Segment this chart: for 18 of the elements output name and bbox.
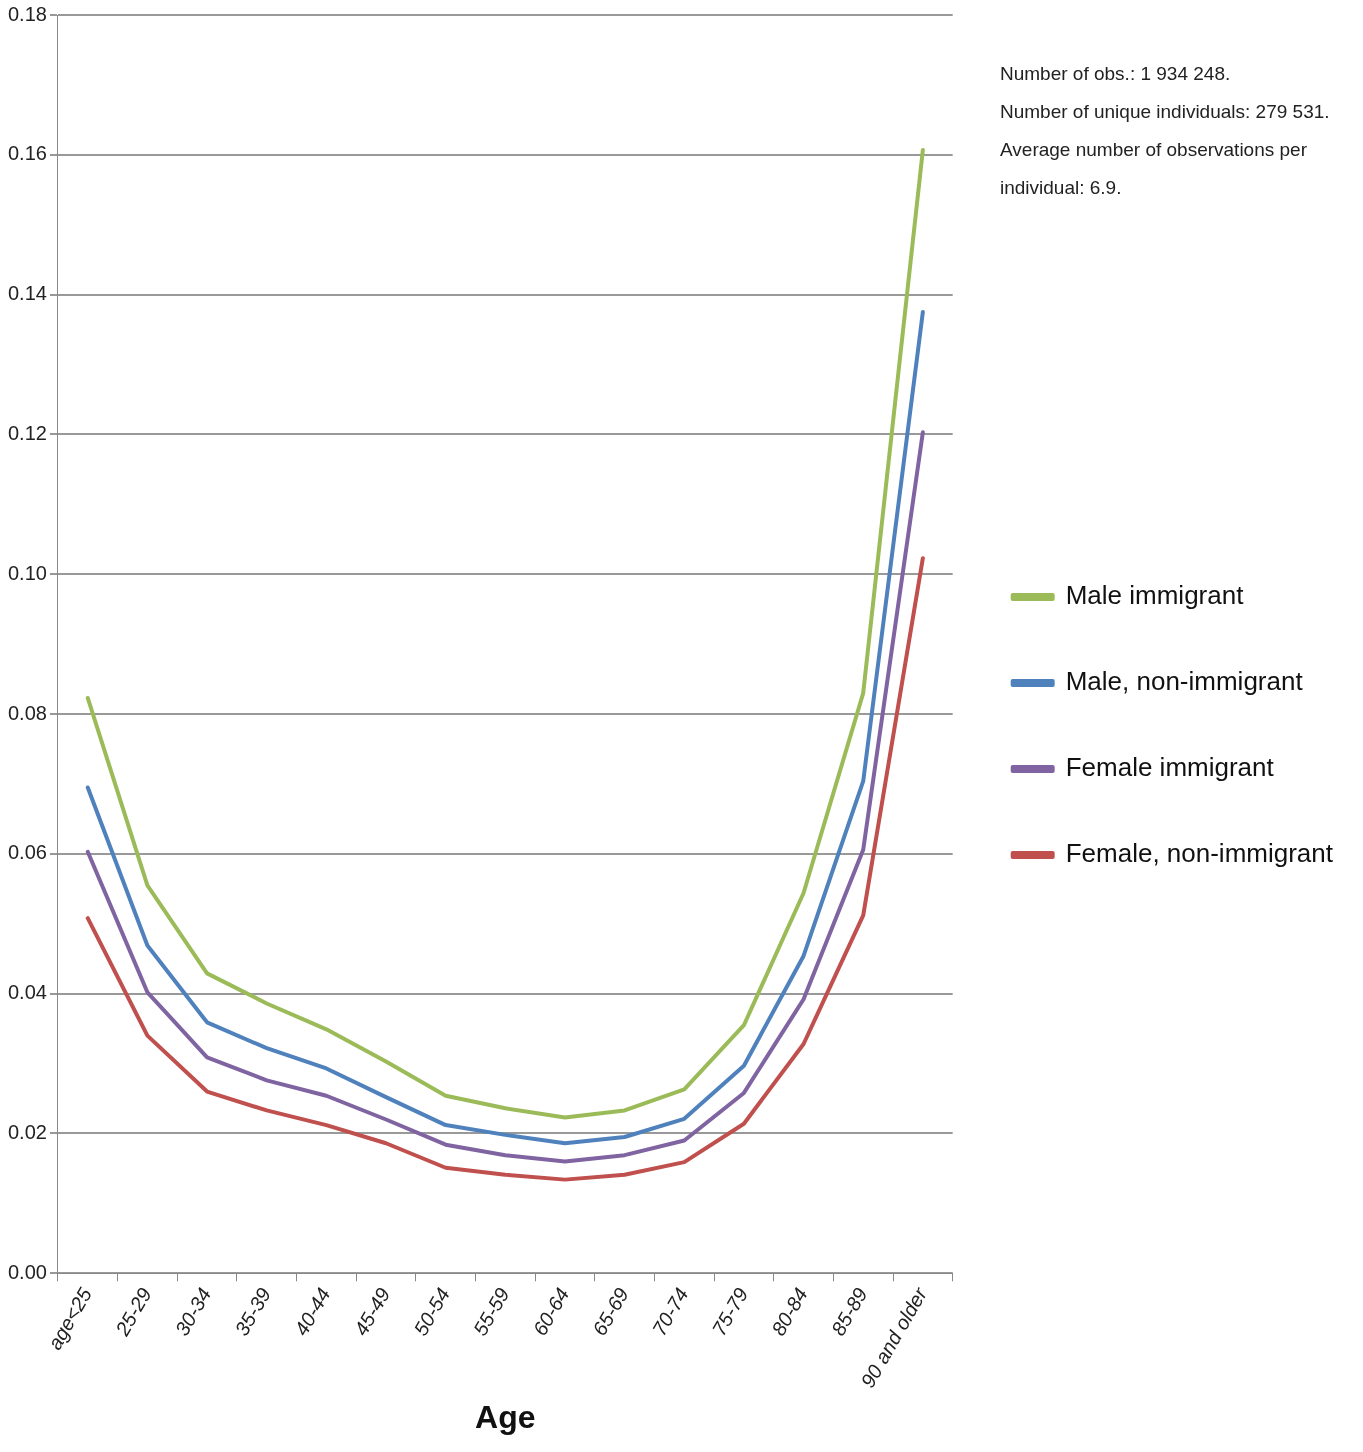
legend-label: Female immigrant — [1065, 752, 1275, 783]
x-axis-title: Age — [475, 1398, 536, 1435]
y-tick-label: 0.12 — [7, 421, 47, 444]
text: Average number of observations per individual: 6.9. — [1000, 138, 1308, 200]
legend-label: Female, non-immigrant — [1065, 838, 1334, 869]
y-tick-label: 0.00 — [7, 1260, 47, 1283]
legend-label: Male, non-immigrant — [1065, 666, 1304, 697]
y-tick-label: 0.08 — [7, 701, 47, 724]
y-tick-label: 0.02 — [7, 1121, 47, 1143]
y-tick-label: 0.06 — [7, 841, 47, 864]
text: Number of obs.: 1 934 248. — [1000, 62, 1232, 86]
y-tick-label: 0.18 — [7, 2, 47, 25]
y-tick-label: 0.16 — [7, 142, 47, 165]
legend-label: Male immigrant — [1065, 580, 1245, 611]
y-tick-label: 0.04 — [7, 981, 47, 1004]
text: Number of unique individuals: 279 531. — [1000, 100, 1331, 124]
y-tick-label: 0.10 — [7, 561, 47, 584]
y-tick-label: 0.14 — [7, 282, 47, 305]
